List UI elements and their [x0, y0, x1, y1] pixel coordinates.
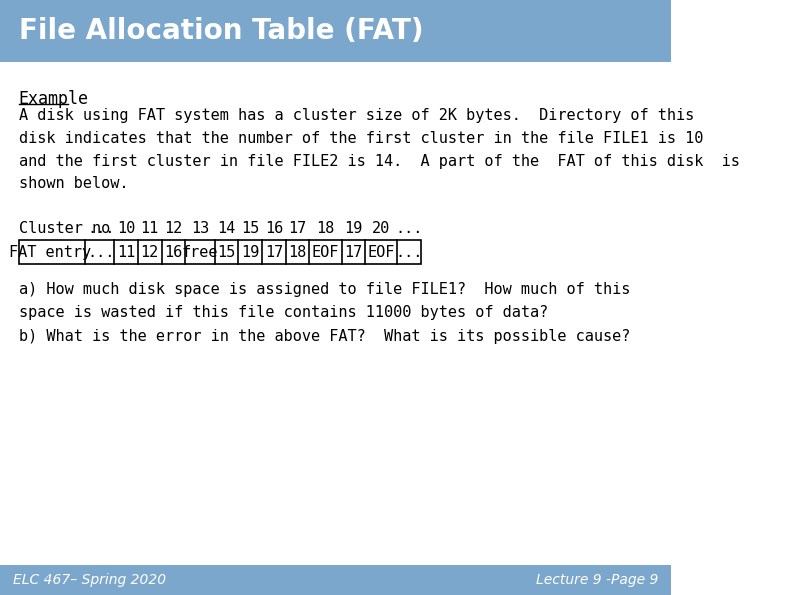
Text: 10: 10: [117, 221, 135, 236]
Text: ELC 467– Spring 2020: ELC 467– Spring 2020: [13, 573, 166, 587]
Text: 19: 19: [345, 221, 363, 236]
Text: ...: ...: [395, 221, 423, 236]
Text: 11: 11: [117, 245, 135, 259]
Text: Cluster no: Cluster no: [18, 221, 110, 236]
Text: 19: 19: [241, 245, 260, 259]
Text: 18: 18: [288, 245, 306, 259]
Text: a) How much disk space is assigned to file FILE1?  How much of this
space is was: a) How much disk space is assigned to fi…: [18, 282, 630, 344]
Text: 12: 12: [164, 221, 183, 236]
FancyBboxPatch shape: [0, 0, 672, 62]
Text: FAT entry: FAT entry: [10, 245, 91, 259]
FancyBboxPatch shape: [18, 240, 421, 264]
Text: Lecture 9 -Page 9: Lecture 9 -Page 9: [537, 573, 659, 587]
Text: EOF: EOF: [312, 245, 339, 259]
FancyBboxPatch shape: [0, 565, 672, 595]
Text: 16: 16: [265, 221, 283, 236]
Text: EOF: EOF: [368, 245, 395, 259]
Text: 15: 15: [241, 221, 260, 236]
Text: 12: 12: [141, 245, 159, 259]
Text: 17: 17: [265, 245, 283, 259]
Text: ...: ...: [88, 245, 115, 259]
Text: ...: ...: [88, 221, 115, 236]
Text: 17: 17: [345, 245, 363, 259]
Text: A disk using FAT system has a cluster size of 2K bytes.  Directory of this
disk : A disk using FAT system has a cluster si…: [18, 108, 739, 192]
Text: 13: 13: [191, 221, 209, 236]
Text: 14: 14: [218, 221, 236, 236]
Text: free: free: [182, 245, 218, 259]
Text: File Allocation Table (FAT): File Allocation Table (FAT): [18, 17, 423, 45]
Text: 15: 15: [218, 245, 236, 259]
Text: 11: 11: [141, 221, 159, 236]
Text: 16: 16: [164, 245, 183, 259]
Text: ...: ...: [395, 245, 423, 259]
Text: 18: 18: [317, 221, 335, 236]
Text: 17: 17: [288, 221, 306, 236]
Text: 20: 20: [372, 221, 391, 236]
Text: Example: Example: [18, 90, 89, 108]
